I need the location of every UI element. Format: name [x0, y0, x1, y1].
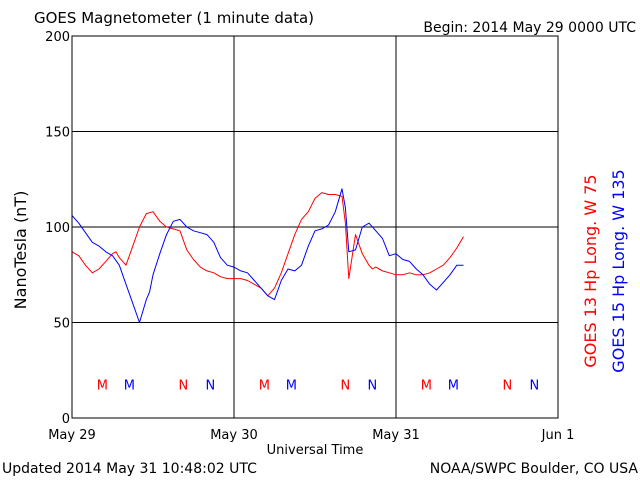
annotation-marker: M: [286, 378, 297, 393]
annotation-marker: N: [179, 378, 189, 393]
annotation-marker: M: [97, 378, 108, 393]
annotation-marker: M: [421, 378, 432, 393]
legend-goes-15: GOES 15 Hp Long. W 135: [609, 169, 628, 372]
x-axis-ticks: May 29 May 30 May 31 Jun 1: [48, 428, 574, 443]
series-goes-15-line: [71, 188, 464, 323]
series-goes-13-line: [71, 192, 464, 297]
x-tick-label: Jun 1: [541, 428, 575, 443]
plot-frame: [71, 35, 559, 419]
x-axis-label: Universal Time: [267, 443, 364, 458]
y-tick-label: 200: [45, 30, 70, 45]
x-tick-label: May 31: [372, 428, 420, 443]
begin-label: Begin: 2014 May 29 0000 UTC: [423, 20, 636, 36]
updated-timestamp: Updated 2014 May 31 10:48:02 UTC: [2, 461, 257, 477]
x-tick-label: May 29: [48, 428, 96, 443]
y-axis-ticks: 0 50 100 150 200: [45, 30, 70, 427]
chart-title: GOES Magnetometer (1 minute data): [34, 9, 314, 27]
y-axis-label: NanoTesla (nT): [11, 191, 30, 310]
credit-text: NOAA/SWPC Boulder, CO USA: [430, 461, 639, 477]
annotation-marker: M: [124, 378, 135, 393]
annotation-marker: N: [368, 378, 378, 393]
annotation-marker: N: [530, 378, 540, 393]
annotation-marker: M: [448, 378, 459, 393]
y-tick-label: 0: [62, 412, 70, 427]
y-tick-label: 150: [45, 126, 70, 141]
annotation-marker: N: [341, 378, 351, 393]
y-tick-label: 50: [53, 317, 70, 332]
annotation-marker: N: [206, 378, 216, 393]
annotation-marker: N: [503, 378, 513, 393]
data-series: [71, 188, 464, 323]
x-tick-label: May 30: [210, 428, 258, 443]
annotation-marker: M: [259, 378, 270, 393]
y-tick-label: 100: [45, 221, 70, 236]
grid-lines: [72, 36, 558, 418]
legend-goes-13: GOES 13 Hp Long. W 75: [581, 174, 600, 367]
